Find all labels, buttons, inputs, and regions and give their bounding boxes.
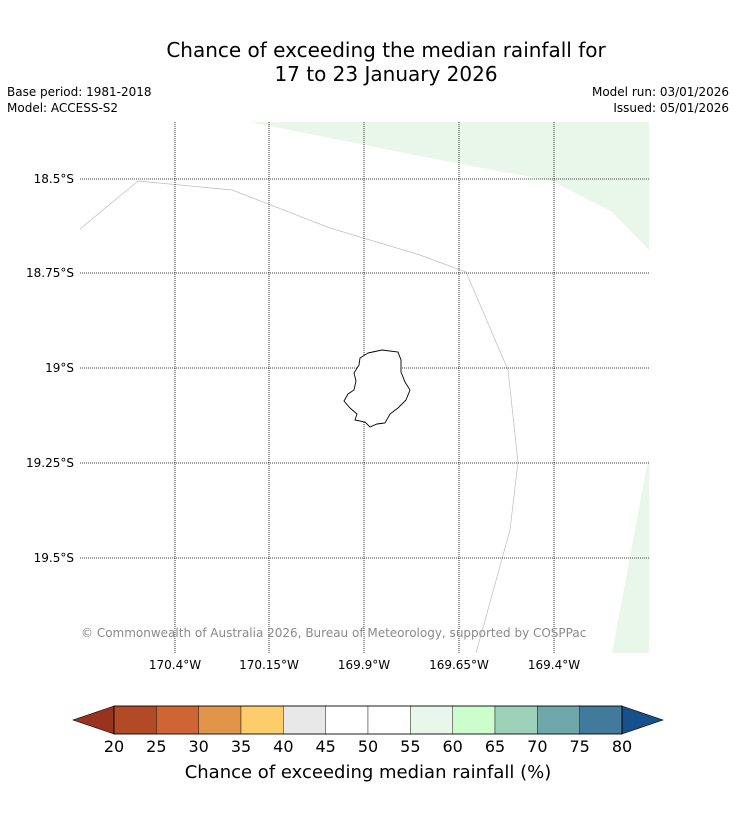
colorbar-tick-label: 25 xyxy=(146,737,167,756)
colorbar-tick-label: 40 xyxy=(273,737,294,756)
colorbar-tick-label: 70 xyxy=(527,737,548,756)
colorbar-tick-label: 30 xyxy=(188,737,209,756)
lon-label: 169.9°W xyxy=(337,658,391,672)
lon-label: 170.4°W xyxy=(148,658,202,672)
lon-label: 169.4°W xyxy=(527,658,581,672)
colorbar-tick-label: 60 xyxy=(442,737,463,756)
colorbar-tick-label: 75 xyxy=(569,737,590,756)
lat-label: 18.75°S xyxy=(26,266,74,280)
colorbar-tick-label: 45 xyxy=(315,737,336,756)
shaded-region-north-east xyxy=(250,122,649,250)
colorbar-label: Chance of exceeding median rainfall (%) xyxy=(184,762,552,783)
colorbar-segment xyxy=(113,705,157,735)
base-period-text: Base period: 1981-2018 xyxy=(7,85,152,99)
colorbar-tick-label: 80 xyxy=(611,737,633,756)
colorbar-segment xyxy=(240,705,284,735)
colorbar-segment xyxy=(494,705,538,735)
colorbar-segment xyxy=(156,705,199,735)
shaded-region-south-east xyxy=(612,455,649,653)
colorbar-tick-label: 35 xyxy=(230,737,252,756)
copyright-notice: © Commonwealth of Australia 2026, Bureau… xyxy=(81,626,587,640)
title-line-2: 17 to 23 January 2026 xyxy=(274,62,498,86)
colorbar-segment xyxy=(537,705,580,735)
lat-label: 18.5°S xyxy=(33,172,74,186)
map-area xyxy=(80,122,649,653)
colorbar-tick-label: 50 xyxy=(357,737,379,756)
colorbar-under-arrow xyxy=(72,705,115,735)
lat-label: 19°S xyxy=(45,361,74,375)
lat-label: 19.5°S xyxy=(33,551,74,565)
lat-label: 19.25°S xyxy=(26,456,74,470)
colorbar-tick-label: 55 xyxy=(400,737,421,756)
colorbar-segment xyxy=(283,705,326,735)
eez-boundary-line xyxy=(80,180,519,653)
colorbar-frame xyxy=(113,705,623,735)
colorbar-segment xyxy=(367,705,411,735)
model-run-text: Model run: 03/01/2026 xyxy=(591,85,729,99)
colorbar-over-arrow xyxy=(621,705,664,735)
niue-island-coastline xyxy=(343,349,411,428)
model-text: Model: ACCESS-S2 xyxy=(7,101,119,115)
colorbar-tick-label: 20 xyxy=(103,737,125,756)
colorbar-segment xyxy=(410,705,453,735)
meta-right: Model run: 03/01/2026 Issued: 05/01/2026 xyxy=(592,84,729,116)
colorbar-segment xyxy=(452,705,496,735)
colorbar-segment xyxy=(198,705,242,735)
lon-label: 169.65°W xyxy=(429,658,489,672)
colorbar-tick-label: 65 xyxy=(484,737,506,756)
map-title: Chance of exceeding the median rainfall … xyxy=(0,38,736,86)
issued-text: Issued: 05/01/2026 xyxy=(613,101,729,115)
title-line-1: Chance of exceeding the median rainfall … xyxy=(166,38,606,62)
meta-left: Base period: 1981-2018 Model: ACCESS-S2 xyxy=(7,84,152,116)
graticule xyxy=(80,122,649,653)
lon-label: 170.15°W xyxy=(239,658,299,672)
colorbar-segment xyxy=(579,705,623,735)
colorbar xyxy=(72,705,664,735)
colorbar-segment xyxy=(325,705,369,735)
